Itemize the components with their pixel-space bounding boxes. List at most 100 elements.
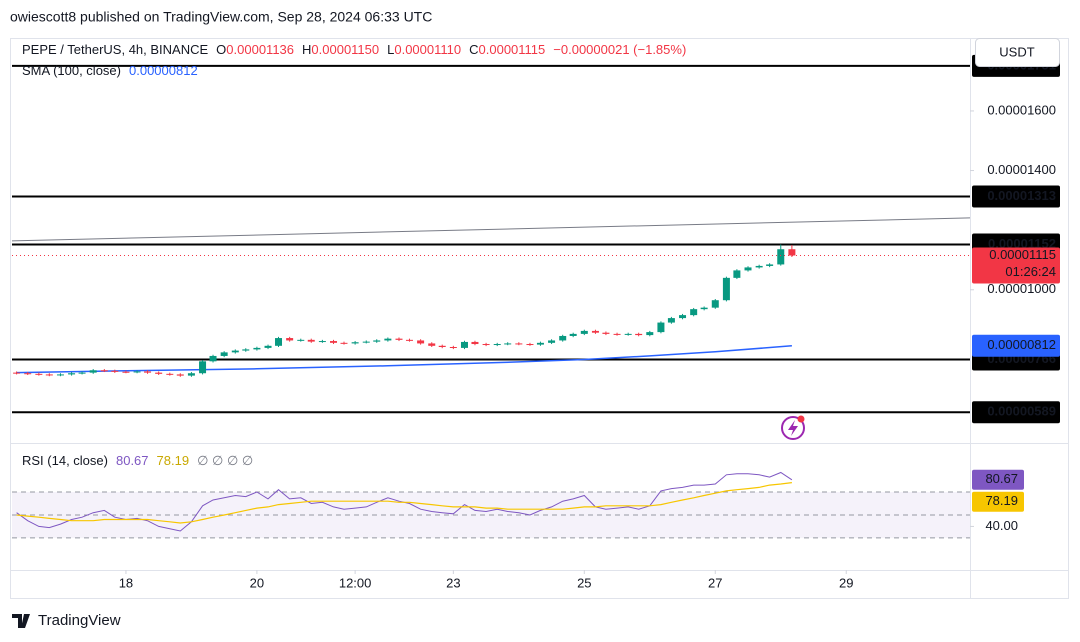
level-label: 0.00001152 — [988, 236, 1056, 251]
candle-body — [624, 333, 632, 335]
sma-box — [972, 334, 1060, 357]
candle-body — [602, 332, 610, 334]
value: 0.00001110 — [394, 42, 461, 57]
sma-legend: SMA (100, close) 0.00000812 — [22, 63, 198, 78]
candle-body — [242, 349, 250, 351]
candle-body — [297, 339, 305, 341]
candle-body — [493, 344, 501, 346]
candle-body — [559, 335, 567, 341]
rsi-pane — [12, 471, 970, 539]
change: −0.00000021 (−1.85%) — [553, 42, 686, 57]
value: 0.00001150 — [311, 42, 379, 57]
sma-name: SMA (100, close) — [22, 63, 121, 78]
brand-name: TradingView — [38, 612, 121, 629]
x-tick-label: 20 — [250, 575, 264, 590]
rsi-ma-line — [16, 482, 792, 524]
candle-body — [220, 352, 228, 356]
y-tick-label: 0.00001000 — [987, 281, 1056, 296]
candle-body — [690, 309, 698, 316]
candle-body — [275, 338, 283, 346]
key: O — [216, 42, 226, 57]
countdown: 01:26:24 — [1005, 264, 1056, 279]
candle-body — [471, 341, 479, 345]
candle-body — [777, 249, 785, 265]
candle-body — [133, 371, 141, 373]
rsi-tick-label: 40.00 — [985, 518, 1018, 533]
candle-body — [515, 343, 523, 345]
candle-body — [35, 373, 43, 375]
rsi-value-label: 80.67 — [985, 471, 1018, 486]
candle-body — [78, 372, 86, 374]
candle-body — [351, 342, 359, 344]
x-tick-label: 29 — [839, 575, 853, 590]
sma-axis-label: 0.00000812 — [987, 337, 1056, 352]
level-label: 0.00001313 — [987, 188, 1056, 203]
alert-dot — [797, 415, 805, 423]
candle-body — [449, 347, 457, 349]
candle-body — [788, 249, 796, 256]
alert-icon[interactable] — [781, 415, 805, 440]
rsi-value-box — [972, 491, 1024, 512]
candle-body — [253, 347, 261, 350]
key: H — [302, 42, 311, 57]
candle-body — [176, 374, 184, 376]
candle-body — [45, 374, 53, 376]
candle-body — [209, 355, 217, 362]
candle-body — [89, 370, 97, 373]
candle-body — [569, 333, 577, 336]
candle-body — [231, 350, 239, 353]
rsi-value-label: 78.19 — [985, 493, 1018, 508]
candle-body — [548, 340, 556, 343]
candle-body — [679, 315, 687, 319]
price-label: 0.00001115 — [989, 247, 1056, 262]
key: C — [469, 42, 478, 57]
candle-body — [122, 371, 130, 373]
y-tick-label: 0.00001400 — [987, 162, 1056, 177]
rsi-value-box — [972, 469, 1024, 490]
candle-body — [755, 265, 763, 268]
candle-body — [187, 373, 195, 376]
candle-body — [711, 300, 719, 308]
candle-body — [460, 341, 468, 348]
candle-body — [13, 372, 21, 374]
candle-body — [373, 340, 381, 342]
candle-body — [24, 373, 32, 375]
currency-button[interactable]: USDT — [975, 38, 1060, 67]
brand: TradingView — [12, 612, 121, 629]
candle-body — [482, 344, 490, 346]
currency[interactable]: USDT — [999, 44, 1034, 59]
price-box — [972, 247, 1060, 284]
candle-body — [56, 374, 64, 376]
rsi-legend: RSI (14, close) 80.67 78.19 ∅ ∅ ∅ ∅ — [22, 453, 253, 468]
currency-box[interactable] — [975, 38, 1060, 67]
rsi-value: 80.67 — [116, 453, 149, 468]
candle-body — [613, 333, 621, 335]
candle-body — [722, 277, 730, 301]
symbol: PEPE / TetherUS, 4h, BINANCE — [22, 42, 208, 57]
candle-body — [657, 322, 665, 333]
x-tick-label: 12:00 — [339, 575, 372, 590]
alert-bolt[interactable] — [788, 420, 798, 436]
candle-body — [744, 267, 752, 271]
candle-body — [405, 339, 413, 341]
x-tick-label: 23 — [446, 575, 460, 590]
candle-body — [733, 270, 741, 278]
candle-body — [155, 372, 163, 374]
key: L — [387, 42, 394, 57]
trend-line — [11, 217, 970, 242]
candle-body — [111, 370, 119, 372]
candle-body — [536, 342, 544, 345]
rsi-title: RSI (14, close) — [22, 453, 108, 468]
axes: 0.00001600 0.00001400 0.00001000 18 20 12:00 2… — [119, 54, 1060, 590]
candle-body — [438, 345, 446, 348]
sma-line — [16, 345, 792, 374]
candle-body — [307, 339, 315, 342]
frame — [10, 38, 1069, 599]
x-tick-label: 25 — [577, 575, 591, 590]
level-box — [972, 401, 1060, 424]
candle-body — [526, 344, 534, 346]
candle-body — [318, 341, 326, 343]
sma-value: 0.00000812 — [129, 63, 198, 78]
